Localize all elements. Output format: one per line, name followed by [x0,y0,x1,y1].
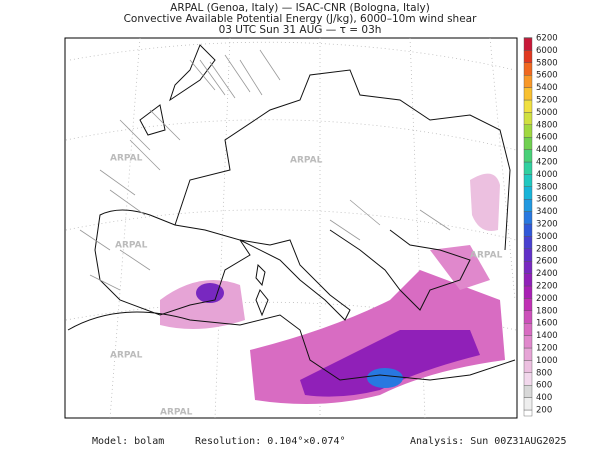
watermark: ARPAL [470,251,503,261]
colorbar-label: 3600 [536,195,558,205]
colorbar-label: 2600 [536,257,558,267]
colorbar-label: 6000 [536,46,558,56]
colorbar-swatch [523,186,533,200]
map: ARPAL ARPAL ARPAL ARPAL ARPAL ARPAL [64,37,518,419]
colorbar-swatch [523,161,533,175]
colorbar-label: 1000 [536,356,558,366]
coastlines [67,44,516,381]
colorbar-label: 2800 [536,244,558,254]
colorbar-label: 800 [536,368,552,378]
colorbar-label: 1600 [536,319,558,329]
colorbar-swatch [523,273,533,287]
cape-area [250,270,505,404]
watermark: ARPAL [110,154,143,164]
colorbar-swatch [523,248,533,262]
colorbar-swatch [523,62,533,76]
watermark: ARPAL [115,241,148,251]
colorbar-label: 4200 [536,158,558,168]
colorbar-label: 3000 [536,232,558,242]
colorbar-swatch [523,385,533,398]
footer-model: Model: bolam [92,436,164,447]
colorbar-swatch [523,136,533,150]
colorbar-swatch [523,347,533,361]
colorbar-swatch [523,236,533,249]
wind-barbs [79,49,451,291]
colorbar-swatch [523,261,533,274]
colorbar-swatch [523,372,533,386]
colorbar-swatch [523,198,533,212]
header-line: Convective Available Potential Energy (J… [124,13,478,25]
colorbar-swatch [523,310,533,324]
colorbar-swatch [523,50,533,64]
cape-area [196,283,224,303]
colorbar: 200 400 600 800 1000 1200 1400 1600 1800 2000 2200… [523,34,558,417]
colorbar-swatch [523,298,533,311]
colorbar-swatch [523,37,533,51]
colorbar-label: 5200 [536,96,558,106]
watermark: ARPAL [290,156,323,166]
cape-fill [160,173,505,404]
colorbar-swatch [523,87,533,101]
watermark: ARPAL [160,408,193,418]
colorbar-label: 5000 [536,108,558,118]
colorbar-label: 2400 [536,269,558,279]
colorbar-label: 2000 [536,294,558,304]
colorbar-swatch [523,323,533,336]
colorbar-label: 2200 [536,282,558,292]
footer-resolution: Resolution: 0.104°×0.074° [195,436,346,447]
colorbar-swatch [523,149,533,163]
colorbar-swatch [523,211,533,225]
colorbar-swatch [523,360,533,373]
colorbar-label: 5800 [536,58,558,68]
watermark: ARPAL [110,351,143,361]
colorbar-swatch [523,74,533,88]
colorbar-label: 1800 [536,306,558,316]
colorbar-label: 1200 [536,344,558,354]
header-line: ARPAL (Genoa, Italy) — ISAC-CNR (Bologna… [170,2,430,14]
colorbar-label: 4000 [536,170,558,180]
cape-area [470,173,500,231]
colorbar-label: 4400 [536,145,558,155]
colorbar-label: 200 [536,406,552,416]
colorbar-label: 5600 [536,71,558,81]
colorbar-swatch [523,397,533,411]
colorbar-label: 4600 [536,133,558,143]
cape-area [430,245,490,290]
colorbar-label: 600 [536,381,552,391]
header-line: 03 UTC Sun 31 AUG — τ = 03h [219,24,382,36]
colorbar-swatch [523,223,533,237]
colorbar-label: 400 [536,393,552,403]
colorbar-swatch [523,285,533,299]
colorbar-label: 1400 [536,331,558,341]
cape-area [300,330,480,397]
footer-analysis: Analysis: Sun 00Z31AUG2025 [410,436,567,447]
colorbar-label: 3800 [536,182,558,192]
colorbar-swatch [523,409,533,417]
colorbar-swatch [523,335,533,349]
colorbar-label: 5400 [536,83,558,93]
colorbar-swatch [523,99,533,113]
colorbar-swatch [523,174,533,187]
colorbar-label: 3400 [536,207,558,217]
colorbar-swatch [523,112,533,126]
colorbar-swatch [523,124,533,138]
cape-area [367,368,403,388]
colorbar-label: 4800 [536,120,558,130]
colorbar-label: 3200 [536,220,558,230]
colorbar-label: 6200 [536,34,558,44]
